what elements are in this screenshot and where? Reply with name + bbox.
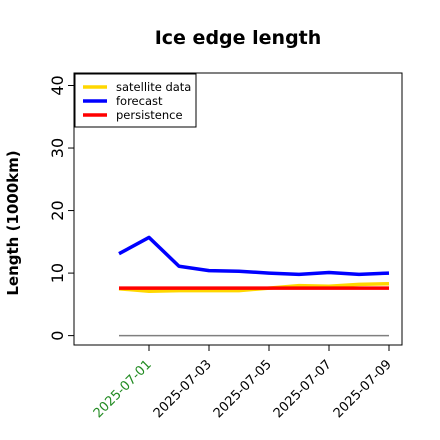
series-line-1 bbox=[118, 235, 390, 277]
y-tick-label-30: 30 bbox=[48, 138, 67, 158]
chart-title: Ice edge length bbox=[155, 27, 322, 49]
y-tick-label-20: 20 bbox=[48, 200, 67, 220]
y-axis-label: Length (1000km) bbox=[4, 150, 22, 295]
legend-label-0: satellite data bbox=[116, 80, 191, 94]
legend-label-1: forecast bbox=[116, 94, 163, 108]
plot-frame bbox=[73, 72, 403, 346]
legend-label-2: persistence bbox=[116, 108, 183, 122]
y-tick-label-40: 40 bbox=[48, 75, 67, 95]
x-tick-label-2: 2025-07-05 bbox=[211, 357, 275, 421]
y-tick-label-0: 0 bbox=[48, 331, 67, 341]
x-tick-label-3: 2025-07-07 bbox=[271, 357, 335, 421]
x-tick-label-4: 2025-07-09 bbox=[331, 357, 395, 421]
x-tick-label-0: 2025-07-01 bbox=[91, 357, 155, 421]
series-lines bbox=[118, 235, 390, 337]
x-tick-label-1: 2025-07-03 bbox=[151, 357, 215, 421]
y-tick-label-10: 10 bbox=[48, 263, 67, 283]
